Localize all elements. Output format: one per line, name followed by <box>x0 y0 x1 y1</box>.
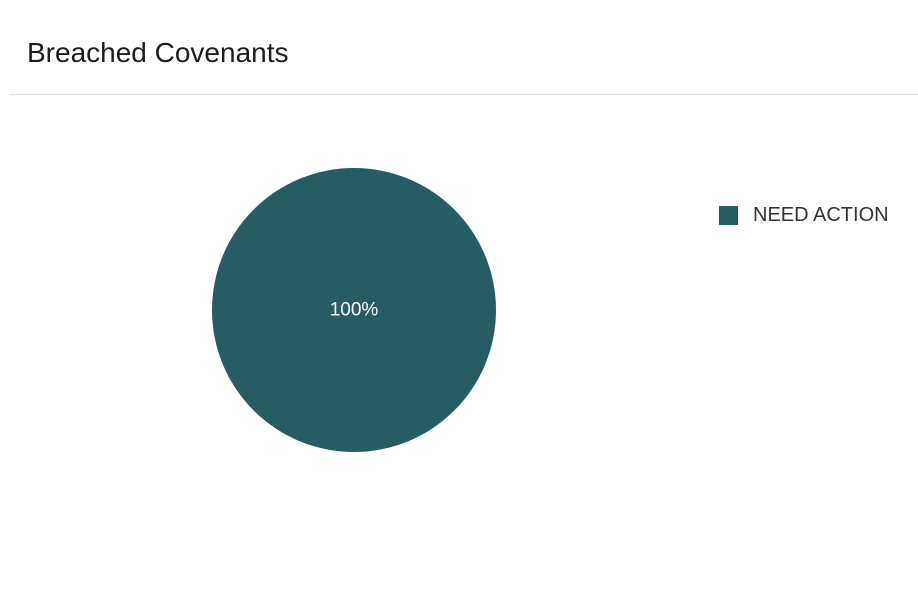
legend-swatch-need-action <box>719 205 738 225</box>
pie-chart: 100% <box>0 96 918 604</box>
pie-chart-svg: 100% <box>212 168 496 452</box>
card-header: Breached Covenants <box>10 0 918 95</box>
pie-slice-need-action[interactable] <box>212 168 496 452</box>
legend-label-need-action[interactable]: NEED ACTION <box>753 204 889 226</box>
chart-legend: NEED ACTION <box>719 203 889 227</box>
pie-slice-label-need-action: 100% <box>330 300 379 321</box>
card-title: Breached Covenants <box>27 37 289 68</box>
